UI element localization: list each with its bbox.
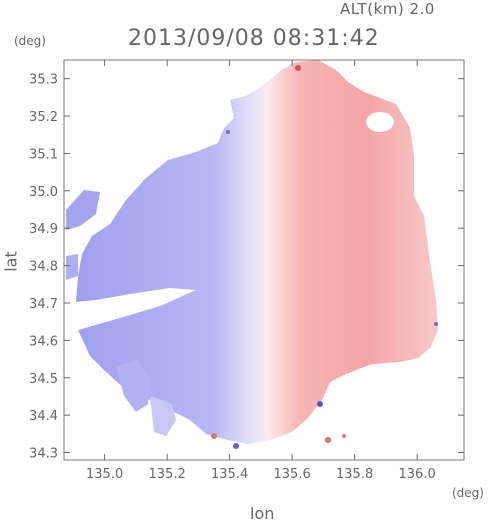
echo-west-edge	[66, 254, 78, 280]
echo-speckle-7	[226, 130, 230, 134]
y-tick-label: 34.4	[29, 409, 58, 424]
echo-speckle-8	[434, 322, 438, 326]
x-tick-label: 135.4	[211, 467, 248, 482]
y-tick-label: 34.5	[29, 372, 58, 387]
x-tick-label: 135.2	[149, 467, 186, 482]
y-tick-label: 35.1	[29, 147, 58, 162]
x-tick-label: 135.0	[86, 467, 123, 482]
altitude-label: ALT(km) 2.0	[340, 0, 435, 18]
echo-main	[76, 60, 438, 444]
y-tick-label: 34.3	[29, 447, 58, 462]
echo-gap-north	[366, 112, 394, 132]
echo-speckle-4	[233, 443, 239, 449]
y-tick-label: 35.3	[29, 73, 58, 88]
x-tick-label: 135.6	[274, 467, 311, 482]
echo-speckle-3	[211, 433, 217, 439]
x-ticks: 135.0 135.2 135.4 135.6 135.8 136.0	[86, 60, 436, 482]
timestamp-title: 2013/09/08 08:31:42	[128, 26, 380, 51]
echo-southwest-patch	[116, 360, 150, 412]
y-tick-label: 35.2	[29, 110, 58, 125]
y-tick-label: 35.0	[29, 185, 58, 200]
echo-speckle-5	[325, 437, 331, 443]
echo-speckle-1	[295, 65, 301, 71]
echo-speckle-2	[317, 401, 323, 407]
y-tick-label: 34.9	[29, 222, 58, 237]
y-tick-label: 34.8	[29, 260, 58, 275]
y-ticks: 34.3 34.4 34.5 34.6 34.7 34.8 34.9 35.0 35.1 35.2…	[29, 73, 464, 462]
y-tick-label: 34.6	[29, 334, 58, 349]
echo-south-patch	[150, 396, 176, 436]
echo-area	[66, 60, 438, 449]
echo-speckle-6	[342, 434, 346, 438]
x-axis-label: lon	[250, 504, 275, 523]
echo-west-lobe	[66, 190, 100, 230]
y-axis-unit: (deg)	[14, 34, 46, 48]
x-tick-label: 135.8	[336, 467, 373, 482]
y-tick-label: 34.7	[29, 297, 58, 312]
x-tick-label: 136.0	[399, 467, 436, 482]
plot-frame	[63, 59, 465, 461]
x-axis-unit: (deg)	[452, 486, 484, 500]
